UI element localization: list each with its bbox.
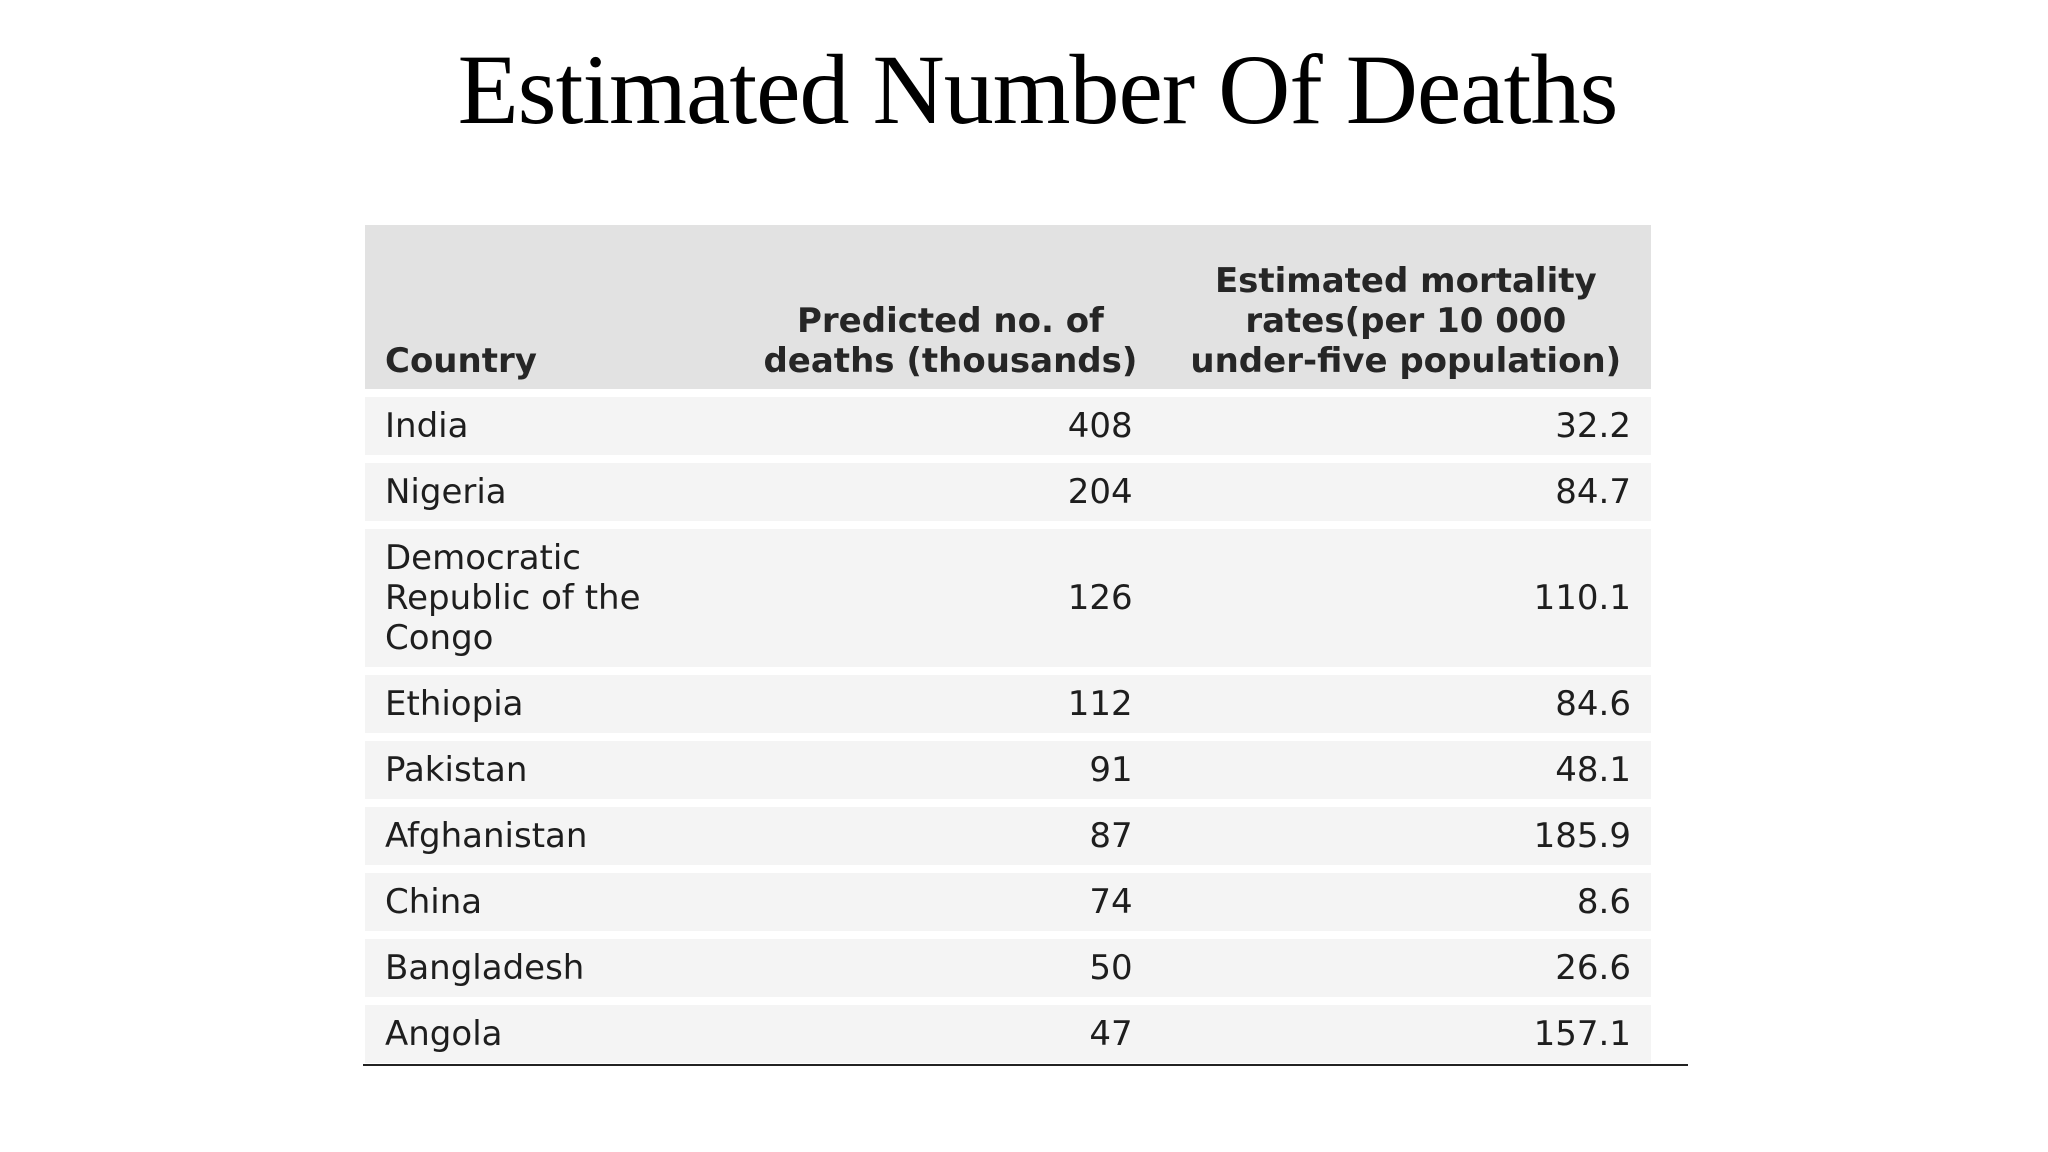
cell-country: Angola — [385, 1014, 503, 1054]
cell-country: India — [385, 406, 469, 446]
header-mortality-rate: Estimated mortality rates(per 10 000 und… — [1190, 261, 1622, 381]
cell-deaths: 112 — [1067, 684, 1133, 724]
header-country: Country — [385, 341, 537, 381]
table-row: Pakistan 91 48.1 — [365, 741, 1651, 799]
cell-deaths: 91 — [1089, 750, 1133, 790]
cell-deaths: 408 — [1067, 406, 1133, 446]
cell-rate: 8.6 — [1576, 882, 1631, 922]
table-row: Angola 47 157.1 — [365, 1005, 1651, 1063]
cell-deaths: 50 — [1089, 948, 1133, 988]
cell-country: Ethiopia — [385, 684, 524, 724]
table-row: Ethiopia 112 84.6 — [365, 675, 1651, 733]
cell-country: Afghanistan — [385, 816, 588, 856]
table-row: Afghanistan 87 185.9 — [365, 807, 1651, 865]
cell-country: Bangladesh — [385, 948, 585, 988]
table-header: Country Predicted no. of deaths (thousan… — [365, 225, 1651, 389]
table-row: Nigeria 204 84.7 — [365, 463, 1651, 521]
header-predicted-deaths: Predicted no. of deaths (thousands) — [763, 301, 1138, 381]
cell-rate: 26.6 — [1555, 948, 1631, 988]
deaths-table: Country Predicted no. of deaths (thousan… — [365, 217, 1651, 1071]
cell-rate: 84.7 — [1555, 472, 1631, 512]
cell-deaths: 204 — [1067, 472, 1133, 512]
table-bottom-rule — [363, 1064, 1688, 1066]
table-body: India 408 32.2 Nigeria 204 84.7 Democrat… — [365, 397, 1651, 1063]
cell-rate: 157.1 — [1533, 1014, 1631, 1054]
deaths-table-container: Country Predicted no. of deaths (thousan… — [365, 225, 1685, 1071]
cell-rate: 84.6 — [1555, 684, 1631, 724]
cell-deaths: 47 — [1089, 1014, 1133, 1054]
cell-deaths: 126 — [1067, 578, 1133, 618]
table-row: China 74 8.6 — [365, 873, 1651, 931]
cell-rate: 110.1 — [1533, 578, 1631, 618]
cell-country: Nigeria — [385, 472, 507, 512]
cell-rate: 32.2 — [1555, 406, 1631, 446]
table-row: Bangladesh 50 26.6 — [365, 939, 1651, 997]
cell-country: China — [385, 882, 483, 922]
cell-country: Democratic Republic of the Congo — [385, 538, 641, 658]
cell-deaths: 87 — [1089, 816, 1133, 856]
table-row: Democratic Republic of the Congo 126 110… — [365, 529, 1651, 667]
cell-rate: 48.1 — [1555, 750, 1631, 790]
table-clip-mask — [0, 1066, 2048, 1152]
slide-title: Estimated Number Of Deaths — [457, 34, 1619, 145]
cell-country: Pakistan — [385, 750, 528, 790]
cell-deaths: 74 — [1089, 882, 1133, 922]
table-row: India 408 32.2 — [365, 397, 1651, 455]
cell-rate: 185.9 — [1533, 816, 1631, 856]
header-row: Country Predicted no. of deaths (thousan… — [365, 225, 1651, 389]
